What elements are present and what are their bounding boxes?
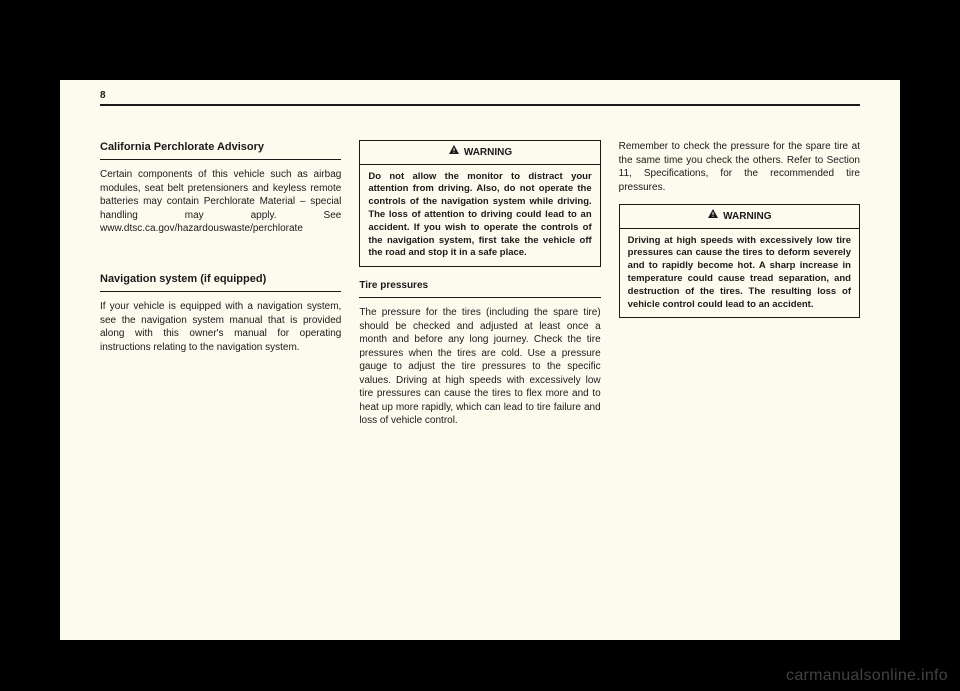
watermark: carmanualsonline.info xyxy=(786,667,948,685)
warning-triangle-icon xyxy=(448,144,460,161)
warning-triangle-icon xyxy=(707,208,719,225)
section-rule xyxy=(100,159,341,161)
body-text: The pressure for the tires (including th… xyxy=(359,306,600,428)
section-title: Navigation system (if equipped) xyxy=(100,272,341,287)
body-text: Remember to check the pressure for the s… xyxy=(619,140,860,194)
header-rule xyxy=(100,104,860,106)
warning-box: WARNING Do not allow the monitor to dist… xyxy=(359,140,600,267)
warning-body: Do not allow the monitor to distract you… xyxy=(360,165,599,267)
warning-box: WARNING Driving at high speeds with exce… xyxy=(619,204,860,318)
body-text: Certain components of this vehicle such … xyxy=(100,168,341,236)
section-rule xyxy=(359,297,600,299)
page-number: 8 xyxy=(100,90,106,101)
warning-label: WARNING xyxy=(723,210,771,224)
warning-header: WARNING xyxy=(620,205,859,229)
section-rule xyxy=(100,291,341,293)
spacer xyxy=(100,246,341,272)
column-1: California Perchlorate Advisory Certain … xyxy=(100,140,341,620)
body-text: If your vehicle is equipped with a navig… xyxy=(100,300,341,354)
warning-label: WARNING xyxy=(464,146,512,160)
manual-page: 8 California Perchlorate Advisory Certai… xyxy=(60,80,900,640)
content-columns: California Perchlorate Advisory Certain … xyxy=(100,140,860,620)
section-title: Tire pressures xyxy=(359,279,600,293)
warning-body: Driving at high speeds with excessively … xyxy=(620,229,859,318)
column-2: WARNING Do not allow the monitor to dist… xyxy=(359,140,600,620)
column-3: Remember to check the pressure for the s… xyxy=(619,140,860,620)
warning-header: WARNING xyxy=(360,141,599,165)
section-title: California Perchlorate Advisory xyxy=(100,140,341,155)
